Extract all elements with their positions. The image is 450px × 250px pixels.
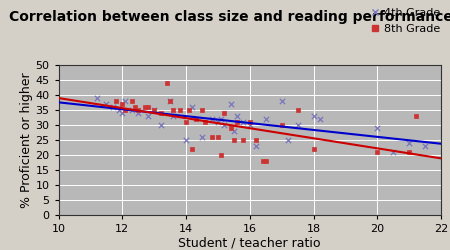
Point bbox=[230, 129, 238, 133]
Point bbox=[116, 108, 123, 112]
Point bbox=[170, 114, 177, 118]
Point bbox=[217, 117, 225, 121]
Point bbox=[150, 108, 158, 112]
Point bbox=[185, 108, 193, 112]
Point bbox=[176, 108, 183, 112]
Point bbox=[310, 147, 317, 151]
Point bbox=[234, 120, 241, 124]
Point bbox=[246, 120, 253, 124]
Point bbox=[240, 120, 247, 124]
Point bbox=[310, 114, 317, 118]
Point bbox=[198, 135, 206, 139]
Point bbox=[131, 105, 139, 109]
Point bbox=[109, 105, 116, 109]
Point bbox=[202, 120, 209, 124]
Point bbox=[166, 99, 174, 103]
Point bbox=[122, 99, 129, 103]
Point bbox=[166, 99, 174, 103]
Point bbox=[170, 108, 177, 112]
Point bbox=[412, 114, 419, 118]
Point bbox=[405, 141, 413, 145]
Point bbox=[208, 117, 215, 121]
Point bbox=[422, 144, 429, 148]
Point bbox=[112, 99, 120, 103]
Point bbox=[135, 111, 142, 115]
Point bbox=[278, 123, 285, 127]
Point bbox=[262, 117, 269, 121]
Legend: 4th Grade, 8th Grade: 4th Grade, 8th Grade bbox=[370, 8, 440, 34]
Point bbox=[374, 126, 381, 130]
Point bbox=[128, 99, 135, 103]
Text: Correlation between class size and reading performance: Correlation between class size and readi… bbox=[9, 10, 450, 24]
Point bbox=[141, 105, 148, 109]
Point bbox=[227, 102, 234, 106]
Point bbox=[284, 138, 292, 142]
Point bbox=[189, 147, 196, 151]
Point bbox=[259, 159, 266, 163]
Point bbox=[234, 114, 241, 118]
Point bbox=[150, 108, 158, 112]
Point bbox=[252, 144, 260, 148]
Point bbox=[230, 138, 238, 142]
Point bbox=[192, 117, 199, 121]
Point bbox=[227, 126, 234, 130]
Point bbox=[217, 153, 225, 157]
Point bbox=[405, 150, 413, 154]
Point bbox=[390, 150, 397, 154]
Point bbox=[220, 111, 228, 115]
Point bbox=[157, 111, 164, 115]
Y-axis label: % Proficient or higher: % Proficient or higher bbox=[19, 72, 32, 208]
Point bbox=[144, 114, 151, 118]
Point bbox=[240, 138, 247, 142]
Point bbox=[278, 99, 285, 103]
Point bbox=[182, 138, 189, 142]
Point bbox=[93, 96, 100, 100]
Point bbox=[208, 135, 215, 139]
Point bbox=[262, 159, 269, 163]
Point bbox=[214, 120, 221, 124]
Point bbox=[316, 117, 324, 121]
Point bbox=[103, 102, 110, 106]
Point bbox=[252, 138, 260, 142]
Point bbox=[157, 123, 164, 127]
Point bbox=[220, 123, 228, 127]
Point bbox=[374, 150, 381, 154]
Point bbox=[119, 102, 126, 106]
Point bbox=[119, 111, 126, 115]
Point bbox=[122, 108, 129, 112]
Point bbox=[246, 123, 253, 127]
Point bbox=[198, 108, 206, 112]
Point bbox=[163, 81, 171, 85]
Point bbox=[144, 105, 151, 109]
Point bbox=[189, 105, 196, 109]
Point bbox=[294, 108, 301, 112]
Point bbox=[128, 108, 135, 112]
Point bbox=[182, 120, 189, 124]
Point bbox=[214, 135, 221, 139]
X-axis label: Student / teacher ratio: Student / teacher ratio bbox=[179, 237, 321, 250]
Point bbox=[294, 123, 301, 127]
Point bbox=[135, 108, 142, 112]
